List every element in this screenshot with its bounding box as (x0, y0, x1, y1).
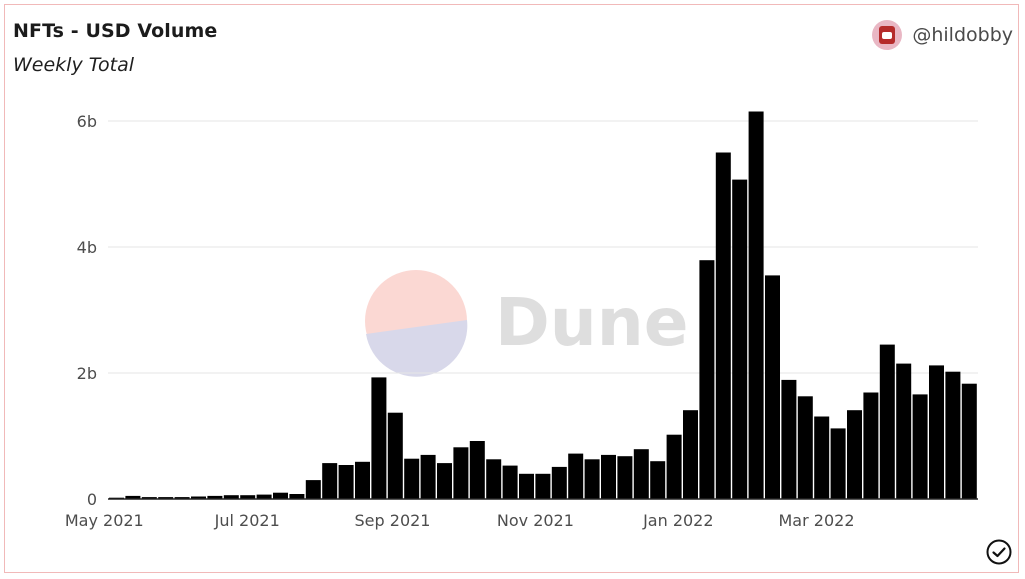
bar[interactable] (240, 495, 256, 499)
bar[interactable] (830, 428, 846, 499)
bar[interactable] (765, 275, 780, 499)
bar[interactable] (912, 394, 928, 499)
bar[interactable] (469, 441, 485, 499)
author-link[interactable]: @hildobby (872, 20, 1013, 50)
chart-title: NFTs - USD Volume (13, 20, 218, 42)
x-tick-label: Jul 2021 (214, 511, 280, 530)
dune-watermark: Dune (365, 270, 689, 377)
bar[interactable] (453, 447, 469, 499)
y-tick-label: 0 (87, 490, 97, 509)
bar[interactable] (338, 465, 354, 499)
bar[interactable] (355, 461, 370, 499)
bar[interactable] (486, 459, 502, 499)
bar[interactable] (191, 496, 206, 500)
x-tick-label: Mar 2022 (779, 511, 855, 530)
bar[interactable] (535, 473, 551, 499)
bar[interactable] (847, 410, 862, 499)
x-axis-ticks: May 2021 Jul 2021 Sep 2021 Nov 2021 Jan 2022… (65, 511, 855, 530)
bar[interactable] (158, 497, 174, 499)
bar[interactable] (863, 392, 879, 500)
chart-card (4, 4, 1019, 573)
bar[interactable] (305, 480, 321, 499)
bar[interactable] (551, 466, 567, 499)
bar[interactable] (437, 463, 452, 499)
watermark-text: Dune (495, 284, 689, 361)
bar[interactable] (715, 152, 731, 500)
bar[interactable] (666, 434, 682, 499)
bar[interactable] (256, 494, 272, 499)
bar[interactable] (207, 495, 223, 500)
bar[interactable] (568, 453, 584, 499)
author-avatar (872, 20, 903, 50)
bar[interactable] (797, 396, 813, 499)
chart-subtitle: Weekly Total (13, 54, 134, 76)
bar[interactable] (896, 363, 912, 499)
bars (109, 111, 977, 500)
bar[interactable] (732, 179, 748, 499)
bar[interactable] (420, 454, 436, 499)
bar[interactable] (650, 461, 666, 499)
author-name: @hildobby (912, 24, 1013, 46)
bar[interactable] (633, 449, 649, 499)
y-tick-label: 4b (77, 238, 97, 257)
y-tick-label: 6b (77, 112, 97, 131)
gridlines (108, 120, 978, 374)
bar[interactable] (273, 492, 288, 499)
bar[interactable] (945, 371, 961, 499)
x-tick-label: May 2021 (65, 511, 144, 530)
bar[interactable] (961, 383, 977, 499)
bar[interactable] (387, 412, 403, 499)
bar[interactable] (617, 456, 633, 499)
y-tick-label: 2b (77, 364, 97, 383)
bar[interactable] (223, 495, 239, 499)
bar[interactable] (601, 454, 616, 499)
check-circle-icon[interactable] (986, 539, 1012, 565)
bar[interactable] (929, 365, 944, 499)
bar[interactable] (699, 260, 715, 499)
bar[interactable] (141, 497, 157, 499)
x-tick-label: Jan 2022 (642, 511, 713, 530)
bar[interactable] (404, 458, 420, 499)
bar[interactable] (683, 410, 698, 499)
bar[interactable] (371, 377, 387, 499)
bar[interactable] (879, 344, 895, 499)
x-tick-label: Sep 2021 (355, 511, 431, 530)
bar[interactable] (125, 495, 141, 500)
bar[interactable] (502, 465, 518, 499)
bar[interactable] (814, 416, 830, 500)
x-tick-label: Nov 2021 (497, 511, 574, 530)
bar[interactable] (174, 497, 190, 499)
y-axis-ticks: 0 2b 4b 6b (77, 112, 97, 509)
bar[interactable] (289, 494, 305, 499)
bar[interactable] (781, 379, 797, 499)
bar[interactable] (322, 463, 338, 499)
bar[interactable] (748, 111, 764, 500)
bar[interactable] (519, 473, 534, 499)
bar[interactable] (584, 459, 600, 499)
